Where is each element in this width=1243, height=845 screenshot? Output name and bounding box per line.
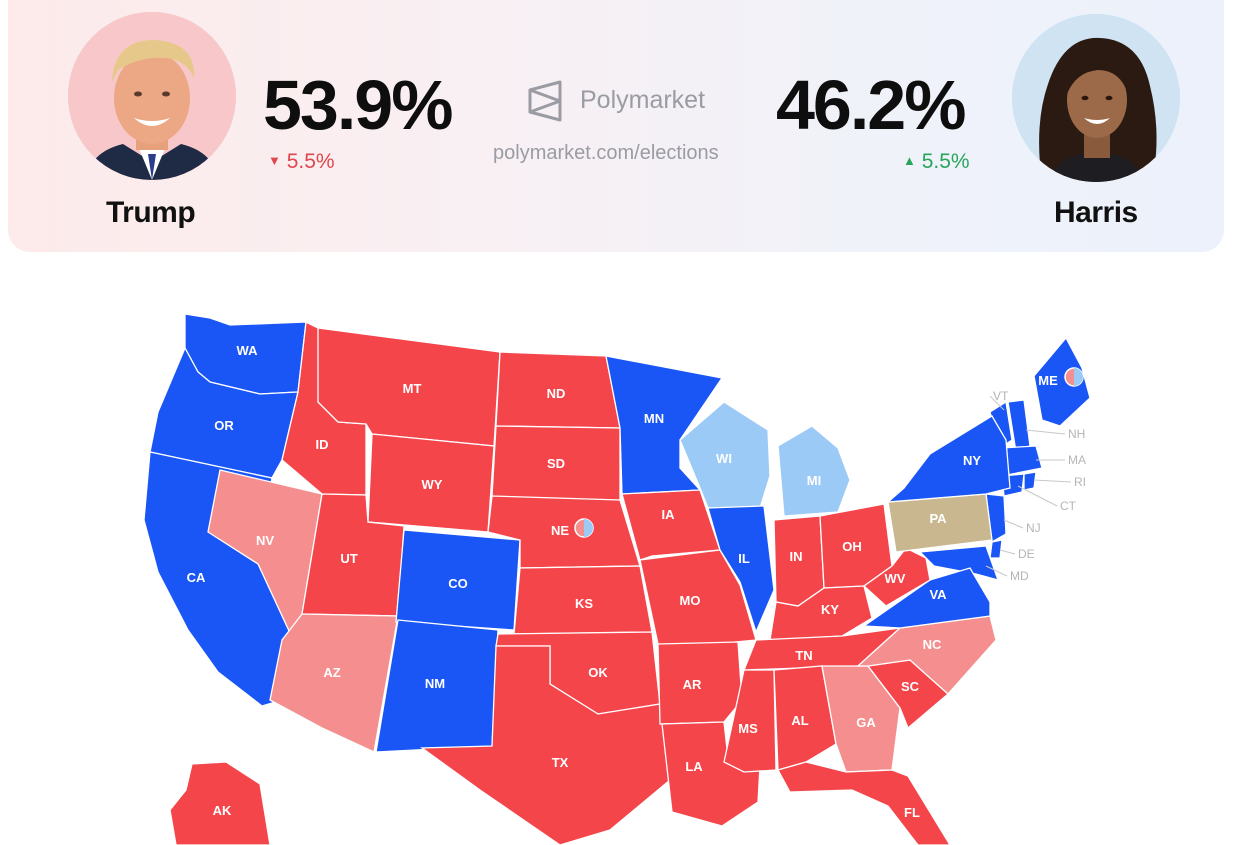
state-label-ak: AK: [213, 803, 232, 818]
state-ak[interactable]: [169, 761, 271, 845]
state-il[interactable]: [707, 505, 775, 634]
state-label-wv: WV: [885, 571, 906, 586]
state-ms[interactable]: [723, 669, 777, 773]
state-label-sd: SD: [547, 456, 565, 471]
state-label-co: CO: [448, 576, 468, 591]
state-label-id: ID: [316, 437, 329, 452]
brand-url[interactable]: polymarket.com/elections: [493, 142, 719, 164]
state-label-fl: FL: [904, 805, 920, 820]
state-ar[interactable]: [657, 641, 743, 725]
state-tx[interactable]: [420, 645, 671, 845]
state-label-ks: KS: [575, 596, 593, 611]
state-label-al: AL: [791, 713, 808, 728]
trump-change: ▼ 5.5%: [268, 150, 335, 174]
state-label-nj: NJ: [1026, 521, 1041, 535]
state-label-nv: NV: [256, 533, 274, 548]
state-me[interactable]: [1033, 336, 1091, 427]
leader-line-de: [999, 549, 1016, 555]
leader-line-ct: [1017, 485, 1058, 507]
state-label-nd: ND: [547, 386, 566, 401]
state-label-ne: NE: [551, 523, 569, 538]
trump-portrait-icon: [68, 12, 236, 180]
state-nh[interactable]: [1007, 399, 1031, 453]
state-label-ma: MA: [1068, 453, 1086, 467]
state-label-ca: CA: [187, 570, 206, 585]
me-split-marker-icon: [1064, 367, 1084, 387]
state-label-oh: OH: [842, 539, 862, 554]
state-label-mt: MT: [403, 381, 422, 396]
state-label-ga: GA: [856, 715, 876, 730]
harris-percentage: 46.2%: [776, 66, 966, 144]
state-label-pa: PA: [929, 511, 947, 526]
state-label-va: VA: [929, 587, 947, 602]
state-label-mn: MN: [644, 411, 664, 426]
state-mn[interactable]: [605, 355, 724, 495]
us-electoral-map: WA OR CA NV ID MT WY UT AZ CO NM ND SD NE KS OK TX MN IA MO…: [143, 313, 1091, 845]
harris-avatar[interactable]: [1012, 14, 1180, 182]
state-label-mi: MI: [807, 473, 821, 488]
triangle-down-icon: ▼: [268, 153, 281, 168]
brand-name: Polymarket: [580, 86, 706, 114]
state-label-ia: IA: [662, 507, 676, 522]
state-label-la: LA: [685, 759, 703, 774]
state-la[interactable]: [661, 721, 761, 827]
state-label-ct: CT: [1060, 499, 1077, 513]
leader-line-vt: [989, 395, 1005, 411]
trump-change-value: 5.5%: [286, 150, 335, 173]
state-label-or: OR: [214, 418, 234, 433]
state-label-nh: NH: [1068, 427, 1085, 441]
odds-header-card: Trump 53.9% ▼ 5.5% Polymarket polymarket…: [8, 0, 1224, 252]
state-de[interactable]: [989, 539, 1003, 559]
state-wv[interactable]: [862, 547, 931, 607]
state-wi[interactable]: [679, 401, 771, 509]
state-label-ut: UT: [340, 551, 357, 566]
state-label-ri: RI: [1074, 475, 1086, 489]
state-label-md: MD: [1010, 569, 1029, 583]
state-label-mo: MO: [680, 593, 701, 608]
state-label-ms: MS: [738, 721, 758, 736]
harris-portrait-icon: [1012, 14, 1180, 182]
state-label-wi: WI: [716, 451, 732, 466]
state-label-wa: WA: [237, 343, 259, 358]
trump-avatar[interactable]: [68, 12, 236, 180]
state-label-ar: AR: [683, 677, 702, 692]
polymarket-logo-icon: [528, 80, 562, 122]
state-fl[interactable]: [777, 761, 951, 845]
state-al[interactable]: [773, 665, 837, 771]
ne-split-marker-icon: [574, 518, 594, 538]
state-label-nm: NM: [425, 676, 445, 691]
trump-name: Trump: [106, 196, 196, 229]
state-ri[interactable]: [1023, 471, 1037, 491]
state-label-ny: NY: [963, 453, 981, 468]
state-label-vt: VT: [993, 389, 1009, 403]
state-label-il: IL: [738, 551, 750, 566]
state-md[interactable]: [918, 545, 1000, 581]
state-label-ok: OK: [588, 665, 608, 680]
state-ny[interactable]: [886, 415, 1011, 503]
harris-change: ▲ 5.5%: [903, 150, 970, 174]
state-label-in: IN: [790, 549, 803, 564]
state-label-wy: WY: [422, 477, 443, 492]
leader-line-nh: [1025, 429, 1066, 435]
state-label-ky: KY: [821, 602, 839, 617]
state-mi[interactable]: [777, 425, 851, 517]
leader-line-nj: [1003, 519, 1024, 529]
state-label-tx: TX: [552, 755, 569, 770]
leader-line-ri: [1033, 479, 1072, 483]
state-label-sc: SC: [901, 679, 920, 694]
leader-line-md: [985, 565, 1008, 577]
state-label-tn: TN: [795, 648, 812, 663]
state-label-nc: NC: [923, 637, 942, 652]
state-ia[interactable]: [621, 489, 721, 561]
state-label-de: DE: [1018, 547, 1035, 561]
state-label-me: ME: [1038, 373, 1058, 388]
state-label-az: AZ: [323, 665, 340, 680]
harris-name: Harris: [1054, 196, 1138, 229]
triangle-up-icon: ▲: [903, 153, 916, 168]
harris-change-value: 5.5%: [921, 150, 970, 173]
trump-percentage: 53.9%: [263, 66, 453, 144]
